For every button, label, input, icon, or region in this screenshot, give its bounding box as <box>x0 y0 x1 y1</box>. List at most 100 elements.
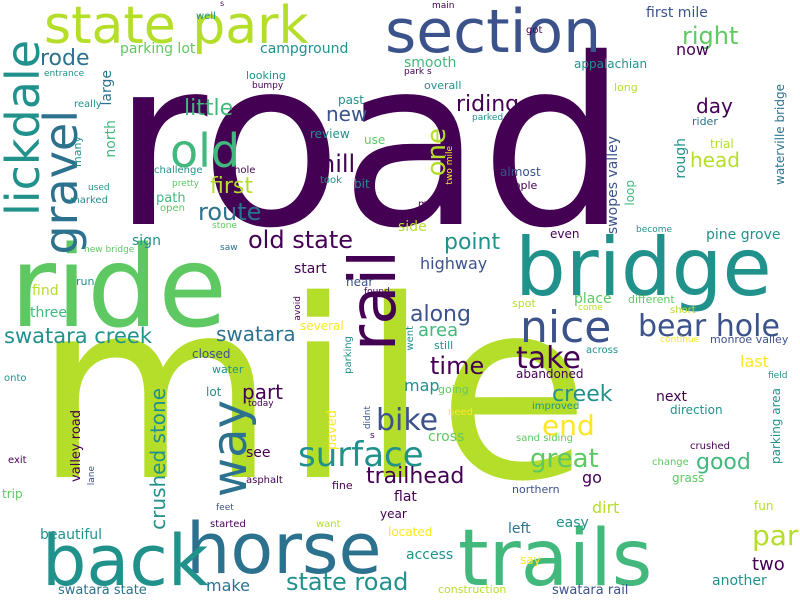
word: avoid <box>293 296 303 321</box>
word: parked <box>472 113 504 123</box>
word: see <box>246 445 271 461</box>
word: end <box>542 409 595 442</box>
word: feet <box>216 503 234 513</box>
word: didnt <box>363 406 373 430</box>
word: good <box>696 450 751 475</box>
word: overall <box>424 79 462 92</box>
word: take <box>516 341 581 376</box>
word: abandoned <box>516 367 584 381</box>
word: rode <box>40 46 90 71</box>
word: find <box>32 283 59 299</box>
word: appalachian <box>574 57 648 71</box>
word: grass <box>672 471 705 485</box>
word: swopes valley <box>605 136 621 235</box>
word: two mile <box>445 146 455 185</box>
word: northern <box>512 483 560 496</box>
word: went <box>405 326 416 351</box>
word: need <box>448 407 473 418</box>
word: fine <box>332 479 353 492</box>
word: next <box>656 389 688 405</box>
word: route <box>198 198 262 226</box>
word: really <box>74 99 102 110</box>
word: loop <box>623 180 637 206</box>
word: exit <box>8 455 27 466</box>
word: state road <box>286 568 409 596</box>
word: path <box>156 191 186 206</box>
word: continue <box>660 335 700 345</box>
word: got <box>526 25 543 36</box>
word: challenge <box>154 165 203 176</box>
word: last <box>740 352 769 371</box>
word: park s <box>404 67 432 77</box>
word: run <box>76 275 95 288</box>
word: s <box>370 431 375 441</box>
word: swatara state <box>58 583 147 598</box>
word: time <box>430 352 485 380</box>
word: old state <box>248 226 354 254</box>
word: section <box>385 0 602 67</box>
word: become <box>636 225 673 235</box>
word: crushed <box>690 441 730 452</box>
word: area <box>418 320 459 341</box>
word: go <box>582 468 602 487</box>
word: new <box>326 102 368 126</box>
word: lane <box>87 466 97 486</box>
word: year <box>380 507 407 521</box>
word: paved <box>325 410 340 451</box>
word: main <box>432 1 455 11</box>
word: mile <box>34 248 598 536</box>
word: old <box>170 124 241 178</box>
word: stone <box>212 221 237 231</box>
word: past <box>338 93 364 107</box>
word: different <box>628 293 675 306</box>
word: two <box>752 554 785 575</box>
word: marked <box>70 195 108 206</box>
word: head <box>690 148 740 172</box>
word: swatara creek <box>4 324 152 348</box>
word: easy <box>556 515 589 531</box>
word: side <box>398 219 427 235</box>
word: back <box>42 520 209 600</box>
word: looking <box>246 69 286 82</box>
word: started <box>210 519 246 530</box>
word: parking lot <box>120 41 196 57</box>
word: cross <box>428 429 465 445</box>
word: construction <box>438 583 507 596</box>
word: creek <box>552 382 613 407</box>
word: people <box>500 179 538 192</box>
word: pine grove <box>706 227 781 243</box>
word: almost <box>500 165 541 179</box>
word: lot <box>206 385 222 399</box>
word: start <box>294 261 327 277</box>
word: bear hole <box>638 309 780 344</box>
word: onto <box>4 373 27 384</box>
word: day <box>696 94 733 118</box>
word: left <box>508 521 531 537</box>
word: entrance <box>44 69 85 79</box>
word: took <box>320 175 342 186</box>
word: surface <box>298 435 424 475</box>
word: found <box>364 287 390 297</box>
word: nice <box>520 302 612 353</box>
word: bit <box>354 177 370 191</box>
word: water <box>212 363 244 376</box>
word: parking area <box>769 388 783 464</box>
word: review <box>310 127 350 141</box>
word: hill <box>320 150 356 178</box>
word: located <box>388 525 433 539</box>
word: right <box>682 22 739 50</box>
word: little <box>184 96 234 121</box>
word: first <box>210 174 253 199</box>
word: direction <box>670 403 723 417</box>
word: mostly <box>418 199 452 210</box>
word: fun <box>754 499 774 513</box>
word: asphalt <box>246 475 283 486</box>
word: say <box>520 553 541 567</box>
word: today <box>248 399 274 409</box>
word: bumpy <box>252 81 284 91</box>
word: sand siding <box>516 433 574 444</box>
word: make <box>206 576 250 595</box>
word: monroe valley <box>710 333 789 346</box>
word: large <box>99 70 115 106</box>
word: gravel <box>34 110 88 255</box>
